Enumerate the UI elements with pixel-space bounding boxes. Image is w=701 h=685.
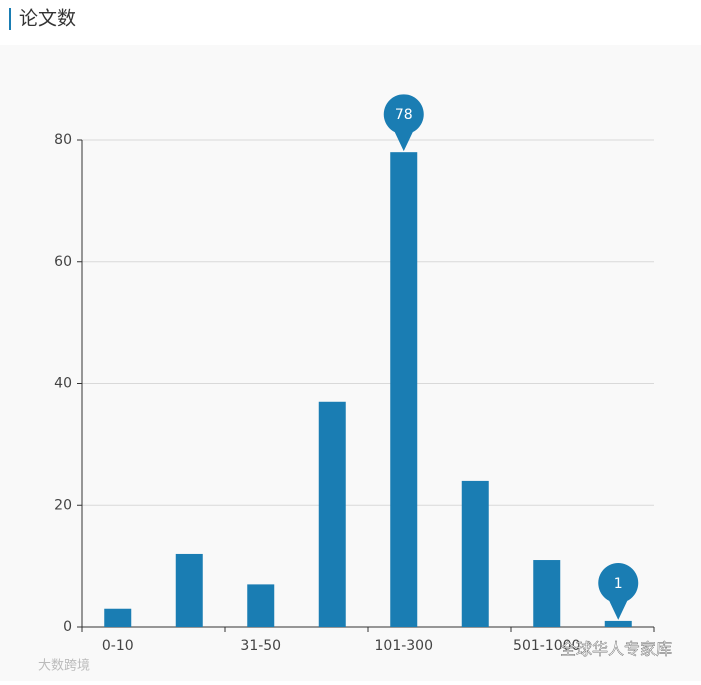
header-bg xyxy=(0,0,701,45)
chart-title: 论文数 xyxy=(19,8,76,30)
bar xyxy=(390,152,418,628)
bar xyxy=(175,553,203,627)
chart-bg xyxy=(0,45,701,681)
watermark: 大数跨境 xyxy=(38,659,90,674)
watermark: 全球华人专家库 xyxy=(560,640,672,659)
marker-pin xyxy=(383,94,424,152)
x-tick-label: 31-50 xyxy=(240,638,281,654)
bar xyxy=(604,620,632,627)
marker-label: 78 xyxy=(395,107,413,123)
marker-label: 1 xyxy=(614,576,623,592)
y-tick-label: 40 xyxy=(54,376,72,392)
title-bar xyxy=(9,8,11,30)
y-tick-label: 20 xyxy=(54,497,72,513)
marker-pin xyxy=(598,563,639,620)
y-tick-label: 60 xyxy=(54,254,72,270)
x-tick-label: 501-1000 xyxy=(513,638,580,654)
y-tick-label: 80 xyxy=(54,132,72,148)
y-tick-label: 0 xyxy=(63,619,72,635)
bar xyxy=(533,560,561,627)
bar xyxy=(461,480,489,627)
x-tick-label: 0-10 xyxy=(102,638,134,654)
x-tick-label: 101-300 xyxy=(375,638,434,654)
bar xyxy=(318,401,346,627)
bar xyxy=(247,584,275,627)
bar xyxy=(104,608,132,627)
